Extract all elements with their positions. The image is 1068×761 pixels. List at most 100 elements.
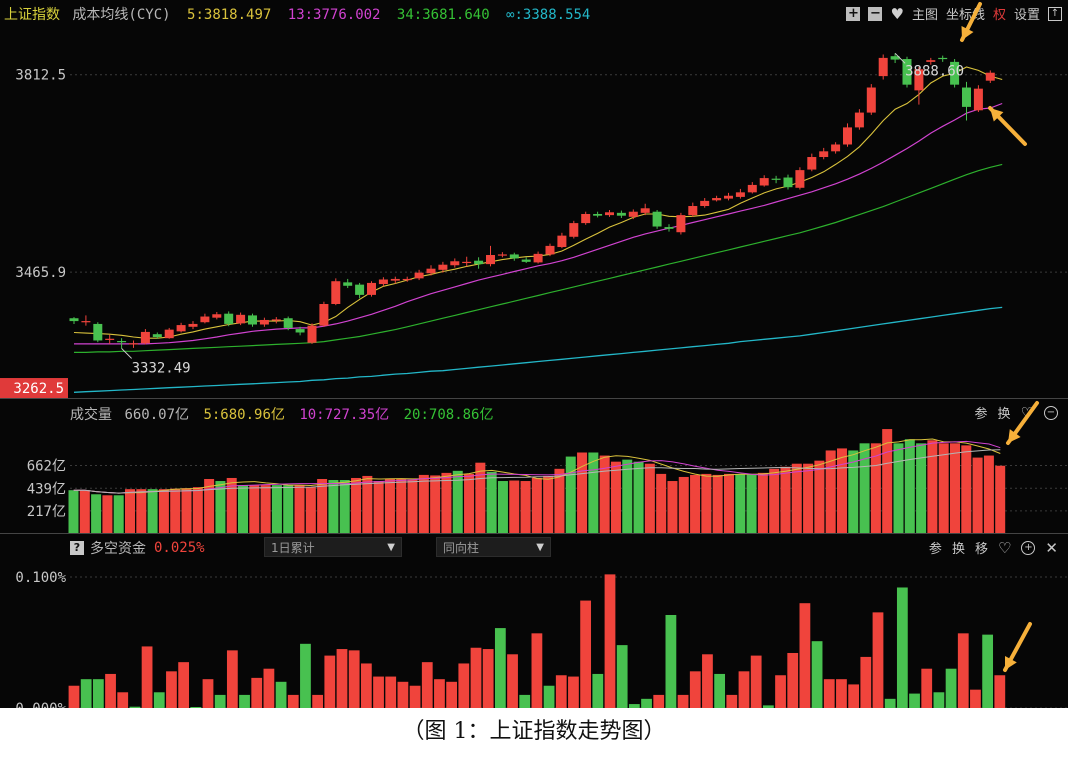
fund-bar bbox=[263, 668, 275, 708]
candle-body bbox=[771, 178, 781, 180]
fund-bar bbox=[482, 649, 494, 708]
candle-body bbox=[69, 318, 79, 322]
main-chart-button[interactable]: 主图 bbox=[911, 8, 938, 23]
fund-switch-button[interactable]: 换 bbox=[951, 542, 965, 557]
candle-body bbox=[390, 278, 400, 281]
bar-style-dropdown[interactable]: 同向柱 ▼ bbox=[436, 537, 551, 557]
volume-bar bbox=[690, 474, 701, 533]
fund-bar bbox=[226, 650, 238, 708]
zoom-in-icon[interactable]: + bbox=[846, 5, 861, 21]
candle-body bbox=[783, 177, 793, 188]
volume-bar bbox=[102, 495, 113, 533]
volume-bar bbox=[893, 443, 904, 533]
volume-bar bbox=[938, 443, 949, 533]
low-pointer bbox=[121, 348, 132, 359]
fund-bar bbox=[653, 694, 665, 708]
volume-label[interactable]: 成交量 bbox=[70, 407, 112, 423]
volume-switch-button[interactable]: 换 bbox=[997, 407, 1011, 422]
fund-bar bbox=[421, 662, 433, 708]
fund-bar bbox=[507, 654, 518, 708]
price-chart[interactable]: 3812.5 3465.9 3262.5 3888.60 3332.49 bbox=[0, 0, 1068, 398]
rights-button[interactable]: 权 bbox=[992, 8, 1006, 23]
annotation-arrow-2-head bbox=[990, 108, 1004, 122]
heart-icon[interactable]: ♥ bbox=[890, 4, 904, 23]
candle-body bbox=[890, 56, 900, 60]
fund-bar bbox=[68, 685, 80, 708]
volume-bar bbox=[644, 463, 655, 533]
volume-param-button[interactable]: 参 bbox=[974, 407, 988, 422]
volume-bar bbox=[79, 490, 90, 533]
candle-body bbox=[426, 268, 436, 274]
volume-bar bbox=[373, 481, 384, 533]
candle-body bbox=[735, 192, 745, 197]
settings-button[interactable]: 设置 bbox=[1013, 8, 1040, 23]
accumulation-dropdown[interactable]: 1日累计 ▼ bbox=[264, 537, 402, 557]
fund-bar bbox=[409, 685, 421, 708]
ma34-value: 34:3681.640 bbox=[396, 7, 490, 23]
candle-body bbox=[521, 259, 531, 262]
mainf-line bbox=[73, 306, 1003, 393]
volume-chart[interactable]: 662亿 439亿 217亿 bbox=[0, 399, 1068, 533]
fund-bar bbox=[762, 705, 774, 708]
volume-bar bbox=[91, 494, 102, 533]
candle-body bbox=[259, 319, 269, 325]
volume-ma20: 20:708.86亿 bbox=[403, 407, 494, 423]
zoom-out-icon[interactable]: − bbox=[1044, 405, 1058, 420]
volume-bar bbox=[678, 476, 689, 533]
fund-bar bbox=[994, 675, 1006, 708]
fund-bar bbox=[470, 647, 482, 708]
volume-bar bbox=[113, 495, 124, 533]
volume-bar bbox=[192, 487, 203, 533]
candle-body bbox=[236, 314, 246, 324]
volume-bar bbox=[464, 473, 475, 533]
fund-bar bbox=[775, 675, 786, 708]
candle-body bbox=[581, 213, 591, 224]
volume-bar bbox=[735, 473, 746, 533]
candle-body bbox=[640, 208, 650, 213]
fund-bar bbox=[714, 673, 726, 708]
volume-bar bbox=[656, 473, 667, 533]
candle-body bbox=[367, 282, 376, 295]
fund-bar bbox=[458, 663, 470, 708]
fund-param-button[interactable]: 参 bbox=[928, 542, 942, 557]
panel-divider-2 bbox=[0, 533, 1068, 534]
chevron-down-icon: ▼ bbox=[536, 542, 544, 553]
volume-bar bbox=[170, 488, 181, 533]
candle-body bbox=[985, 72, 995, 81]
high-pointer bbox=[894, 52, 906, 64]
volume-bar bbox=[351, 477, 362, 533]
fund-bar bbox=[543, 685, 555, 708]
close-icon[interactable]: ✕ bbox=[1045, 538, 1058, 557]
fund-bar bbox=[945, 668, 957, 708]
volume-bar bbox=[769, 468, 780, 533]
expand-icon[interactable]: ↑ bbox=[1048, 6, 1062, 21]
volume-bar bbox=[407, 479, 418, 533]
help-icon[interactable]: ? bbox=[70, 541, 84, 555]
zoom-out-icon[interactable]: − bbox=[868, 5, 883, 21]
candle-body bbox=[724, 195, 733, 199]
indicator-name[interactable]: 成本均线(CYC) bbox=[72, 7, 171, 23]
fund-label[interactable]: 多空资金 bbox=[90, 541, 146, 557]
zoom-in-icon[interactable]: + bbox=[1021, 540, 1036, 555]
candle-body bbox=[878, 57, 888, 77]
candle-body bbox=[462, 261, 472, 264]
volume-bar bbox=[238, 485, 249, 533]
fund-bar bbox=[970, 689, 981, 708]
volume-bar bbox=[249, 485, 260, 533]
fund-flow-chart[interactable]: 0.100% 0.000% bbox=[0, 534, 1068, 708]
candle-body bbox=[224, 313, 234, 324]
volume-bar bbox=[396, 478, 407, 533]
volume-bar bbox=[780, 466, 791, 533]
volume-bar bbox=[723, 473, 734, 533]
volume-bar bbox=[260, 485, 271, 533]
heart-icon[interactable]: ♡ bbox=[997, 538, 1012, 557]
fund-bar bbox=[896, 587, 908, 708]
fund-bar bbox=[202, 679, 214, 708]
fund-axis-label: 0.000% bbox=[15, 701, 66, 708]
fund-bar bbox=[738, 671, 750, 708]
volume-bar bbox=[68, 490, 79, 533]
fund-move-button[interactable]: 移 bbox=[974, 542, 988, 557]
heart-icon[interactable]: ♡ bbox=[1020, 403, 1034, 422]
fund-bar bbox=[592, 673, 604, 708]
fund-bar bbox=[836, 679, 847, 708]
